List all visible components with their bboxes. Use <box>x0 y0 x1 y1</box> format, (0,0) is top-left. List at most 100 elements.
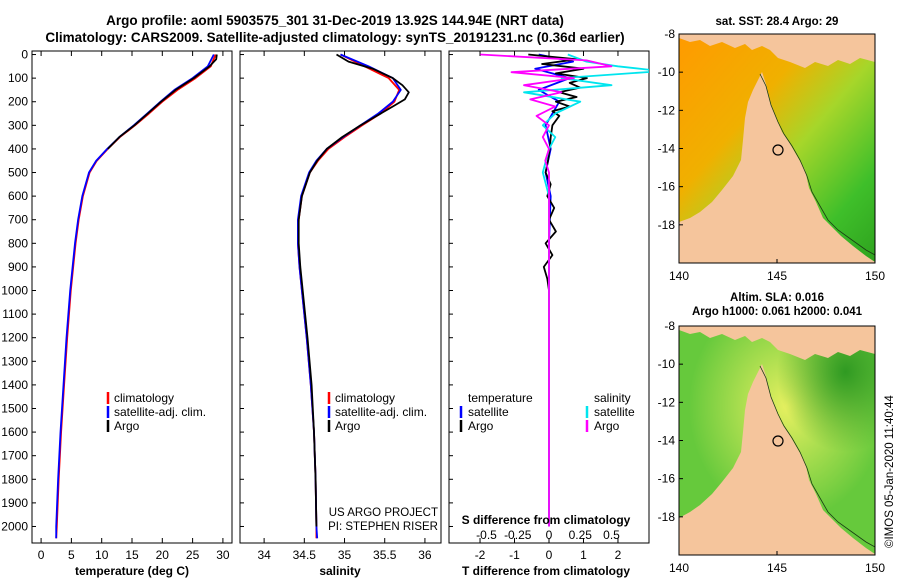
x-tick-label: 36 <box>418 548 432 562</box>
depth-tick-label: 1600 <box>1 425 28 439</box>
depth-tick-label: 600 <box>8 189 28 203</box>
depth-tick-label: 1200 <box>1 331 28 345</box>
s-tick-label: 0 <box>546 528 553 542</box>
map-lon-label: 145 <box>767 561 787 575</box>
legend-sal-satellite-label: satellite <box>594 405 635 419</box>
sst-land-png <box>679 34 875 68</box>
sla-land-png <box>679 326 875 360</box>
sla-land-queensland <box>679 364 875 555</box>
depth-tick-label: 400 <box>8 142 28 156</box>
difference-x-axis: -2 -1 0 1 2 -0.5 -0.25 0 0.25 0.5 <box>475 51 622 562</box>
sst-argo-location-marker <box>772 144 784 156</box>
map-lat-label: -18 <box>658 510 676 524</box>
x-tick-label: -1 <box>509 548 520 562</box>
x-tick-label: 2 <box>615 548 622 562</box>
x-tick-label: 34 <box>257 548 271 562</box>
legend-satellite-label: satellite-adj. clim. <box>114 405 206 419</box>
map-lat-label: -10 <box>658 357 676 371</box>
difference-xlabel: T difference from climatology <box>462 564 630 578</box>
x-tick-label: 35.5 <box>373 548 397 562</box>
x-tick-label: 34.5 <box>293 548 317 562</box>
map-lat-label: -12 <box>658 395 676 409</box>
credit-project: US ARGO PROJECT <box>329 507 438 519</box>
legend-sal-argo-label: Argo <box>594 419 620 433</box>
legend-satellite-label: satellite-adj. clim. <box>335 405 427 419</box>
map-lat-label: -16 <box>658 472 676 486</box>
depth-tick-label: 200 <box>8 95 28 109</box>
legend-temperature-header: temperature <box>468 391 533 405</box>
legend-argo-label: Argo <box>114 419 140 433</box>
sla-bathymetry-contour <box>759 365 875 548</box>
salinity-x-axis: 34 34.5 35 35.5 36 <box>257 51 432 562</box>
depth-tick-label: 1500 <box>1 401 28 415</box>
depth-tick-label: 1700 <box>1 449 28 463</box>
series-line-climatology <box>296 53 401 539</box>
map-lon-label: 150 <box>865 561 885 575</box>
x-tick-label: 0 <box>546 548 553 562</box>
series-line-argo <box>297 53 410 527</box>
map-lat-label: -12 <box>658 103 676 117</box>
x-tick-label: 30 <box>216 548 230 562</box>
legend-temp-satellite-label: satellite <box>468 405 509 419</box>
difference-legend-salinity: salinity satellite Argo <box>585 391 635 433</box>
sla-map <box>679 326 875 555</box>
difference-series <box>480 53 649 527</box>
x-tick-label: 15 <box>125 548 139 562</box>
x-tick-label: -2 <box>475 548 486 562</box>
x-tick-label: 35 <box>338 548 352 562</box>
depth-tick-label: 1000 <box>1 284 28 298</box>
map-lat-label: -8 <box>664 319 675 333</box>
depth-tick-label: 700 <box>8 213 28 227</box>
s-tick-label: -0.5 <box>476 528 497 542</box>
sst-bathymetry-contour <box>759 73 875 256</box>
depth-tick-label: 900 <box>8 260 28 274</box>
depth-tick-label: 0 <box>21 48 28 62</box>
depth-tick-label: 2000 <box>1 519 28 533</box>
salinity-series <box>296 53 410 539</box>
sla-argo-location-marker <box>772 435 784 447</box>
sla-map-axes: 140 145 150 -8 -10 -12 -14 -16 -18 <box>658 319 886 575</box>
temperature-series <box>55 54 218 539</box>
figure-title-line1: Argo profile: aoml 5903575_301 31-Dec-20… <box>106 13 564 28</box>
depth-tick-label: 500 <box>8 166 28 180</box>
series-line-temperature-satellite <box>534 53 574 527</box>
map-lat-label: -14 <box>658 142 676 156</box>
depth-tick-label: 1800 <box>1 472 28 486</box>
x-tick-label: 20 <box>156 548 170 562</box>
depth-tick-label: 1100 <box>2 307 28 321</box>
temperature-x-axis: 0 5 10 15 20 25 30 <box>38 51 230 562</box>
series-line-satellite-adj-clim- <box>296 53 402 539</box>
legend-climatology-label: climatology <box>114 391 174 405</box>
map-lon-label: 150 <box>865 269 885 283</box>
series-line-temperature-argo <box>528 53 588 527</box>
map-lon-label: 140 <box>669 269 689 283</box>
map-lat-label: -14 <box>658 434 676 448</box>
series-line-satellite-adj-clim- <box>55 54 215 539</box>
x-tick-label: 25 <box>186 548 200 562</box>
salinity-legend: climatology satellite-adj. clim. Argo <box>327 391 427 433</box>
depth-tick-label: 800 <box>8 236 28 250</box>
sst-map <box>679 34 875 263</box>
legend-salinity-header: salinity <box>594 391 631 405</box>
depth-tick-label: 1400 <box>1 378 28 392</box>
depth-axis: 0 100 200 300 400 500 600 700 800 900 1000 1100 1200… <box>1 48 453 533</box>
temperature-legend: climatology satellite-adj. clim. Argo <box>106 391 206 433</box>
salinity-xlabel: salinity <box>319 564 361 578</box>
depth-tick-label: 1900 <box>1 496 28 510</box>
sla-map-title-line1: Altim. SLA: 0.016 <box>730 292 824 304</box>
imos-watermark: ©IMOS 05-Jan-2020 11:40:44 <box>884 395 896 548</box>
x-tick-label: 10 <box>95 548 109 562</box>
sst-map-title: sat. SST: 28.4 Argo: 29 <box>716 16 839 28</box>
x-tick-label: 0 <box>38 548 45 562</box>
s-tick-label: -0.25 <box>504 528 532 542</box>
temperature-plot-frame <box>31 50 233 544</box>
s-tick-label: 0.25 <box>569 528 593 542</box>
map-lon-label: 145 <box>767 269 787 283</box>
temperature-xlabel: temperature (deg C) <box>75 564 189 578</box>
legend-temp-argo-label: Argo <box>468 419 494 433</box>
map-lat-label: -18 <box>658 218 676 232</box>
salinity-plot-frame <box>239 50 442 544</box>
figure-title-line2: Climatology: CARS2009. Satellite-adjuste… <box>45 30 624 45</box>
